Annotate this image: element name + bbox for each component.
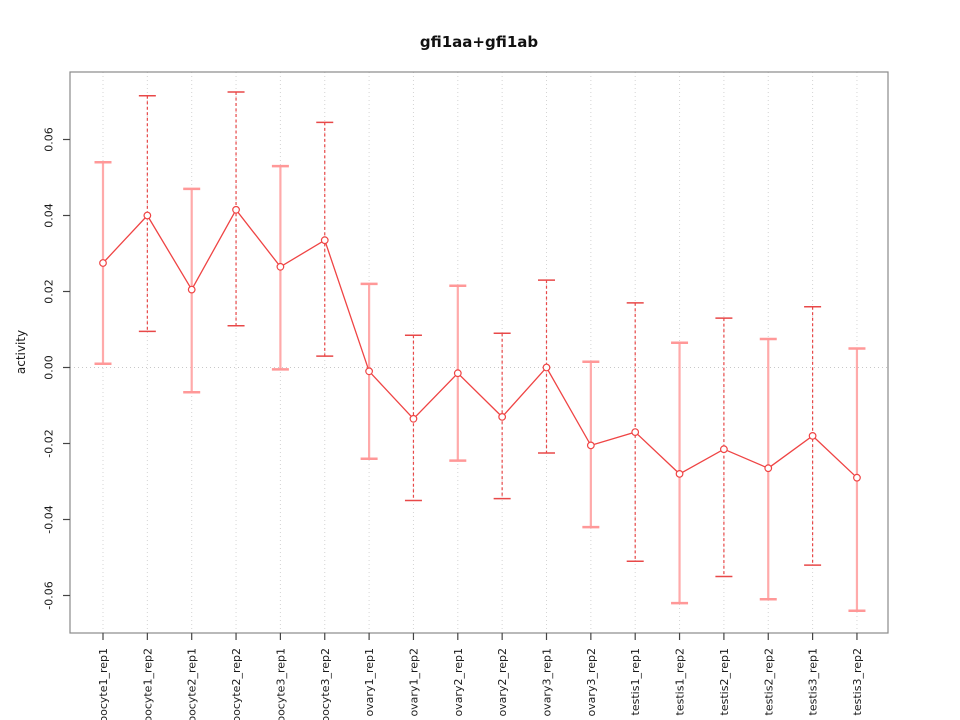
data-point-marker xyxy=(409,414,418,423)
error-bars-layer xyxy=(94,91,866,612)
y-tick-label: 0.04 xyxy=(43,203,56,228)
x-tick-label: testis2_rep1 xyxy=(718,648,731,715)
x-tick-label: oocyte3_rep1 xyxy=(274,648,287,720)
y-tick-label: -0.02 xyxy=(43,429,56,457)
x-tick-label: ovary2_rep1 xyxy=(452,648,465,717)
data-point-marker xyxy=(498,413,507,421)
x-tick-label: testis2_rep2 xyxy=(762,648,775,715)
data-point-marker xyxy=(764,464,773,473)
x-tick-label: oocyte1_rep1 xyxy=(97,648,110,720)
data-point-marker xyxy=(808,432,817,440)
y-tick-label: -0.06 xyxy=(43,581,56,609)
chart-title: gfi1aa+gfi1ab xyxy=(420,33,539,51)
y-tick-label: 0.02 xyxy=(43,279,56,304)
x-tick-label: oocyte2_rep2 xyxy=(230,648,243,720)
y-axis-label: activity xyxy=(14,330,28,374)
data-point-marker xyxy=(542,363,551,372)
x-tick-label: oocyte2_rep1 xyxy=(186,648,199,720)
x-tick-label: ovary1_rep2 xyxy=(407,648,420,717)
plot-frame xyxy=(69,71,889,634)
x-tick-label: testis1_rep1 xyxy=(629,648,642,715)
x-tick-label: ovary3_rep1 xyxy=(541,648,554,717)
data-point-marker xyxy=(586,441,595,450)
data-point-marker xyxy=(99,259,107,267)
x-tick-label: ovary3_rep2 xyxy=(585,648,598,717)
series-line xyxy=(102,208,858,479)
series-layer xyxy=(99,205,861,482)
y-tick-label: 0.00 xyxy=(43,355,56,380)
y-tick-label: -0.04 xyxy=(43,505,56,533)
data-point-marker xyxy=(143,211,152,220)
data-point-marker xyxy=(853,473,861,482)
data-point-marker xyxy=(453,369,462,378)
x-tick-label: testis1_rep2 xyxy=(674,648,687,715)
data-point-marker xyxy=(675,470,684,478)
x-tick-label: testis3_rep1 xyxy=(807,648,820,715)
x-tick-label: oocyte1_rep2 xyxy=(141,648,154,720)
x-tick-label: ovary2_rep2 xyxy=(496,648,509,717)
data-point-marker xyxy=(365,367,374,376)
axes-layer: 0.06 0.04 0.02 0.00 -0.02 -0.04 -0.06 oocyte1_r… xyxy=(43,127,864,720)
y-tick-label: 0.06 xyxy=(43,127,56,152)
x-tick-label: testis3_rep2 xyxy=(851,648,864,715)
plot-frame-layer xyxy=(69,71,889,634)
data-point-marker xyxy=(720,445,728,454)
data-point-marker xyxy=(187,285,196,294)
data-point-marker xyxy=(276,262,285,271)
data-point-marker xyxy=(232,205,240,214)
x-tick-label: oocyte3_rep2 xyxy=(319,648,332,720)
data-point-marker xyxy=(631,428,640,437)
x-tick-label: ovary1_rep1 xyxy=(363,648,376,717)
data-point-marker xyxy=(320,236,329,245)
